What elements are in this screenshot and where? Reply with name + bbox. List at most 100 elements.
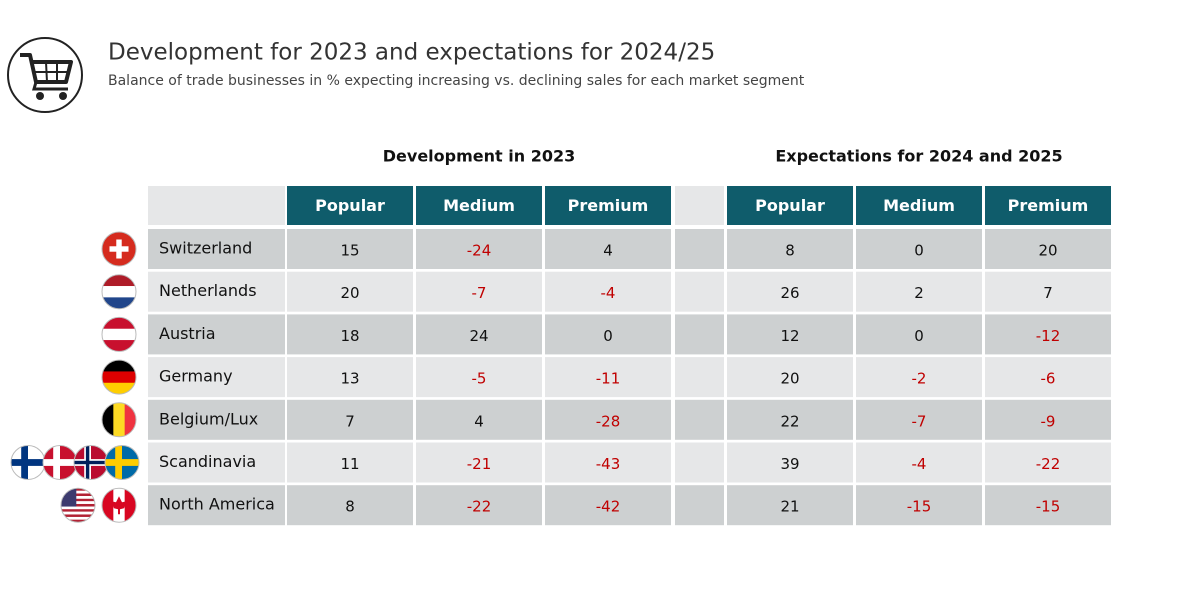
cell-value: 18	[340, 327, 359, 345]
cell	[545, 485, 671, 526]
row-label-cell	[148, 442, 285, 483]
cell	[727, 357, 853, 398]
column-header: Popular	[755, 196, 825, 215]
row-label-cell	[148, 229, 285, 269]
flag	[102, 274, 136, 309]
gap-cell	[675, 442, 724, 483]
column-header-cell	[856, 186, 982, 225]
column-header: Medium	[883, 196, 955, 215]
cell-value: 20	[780, 370, 799, 388]
cell-value: 11	[340, 455, 359, 473]
cell	[545, 357, 671, 398]
cell-value: 21	[780, 498, 799, 516]
cell-value: -24	[467, 242, 492, 260]
cell-value: -21	[467, 455, 492, 473]
cell-value: 13	[340, 370, 359, 388]
cell	[416, 357, 542, 398]
cell-value: -6	[1041, 370, 1056, 388]
cell-value: -15	[1036, 498, 1061, 516]
cell-value: 7	[345, 412, 355, 430]
cell-value: -7	[912, 412, 927, 430]
flag	[102, 488, 136, 523]
column-header: Medium	[443, 196, 515, 215]
cell	[727, 229, 853, 269]
cell-value: -9	[1041, 412, 1056, 430]
cell	[416, 314, 542, 355]
row-label-cell	[148, 357, 285, 398]
cell	[416, 442, 542, 483]
row-label: Austria	[159, 324, 216, 343]
cell	[856, 271, 982, 312]
gap-cell	[675, 314, 724, 355]
cell-value: -11	[596, 370, 621, 388]
row-label-cell	[148, 314, 285, 355]
flag	[74, 445, 108, 480]
cell	[856, 314, 982, 355]
cell-value: 12	[780, 327, 799, 345]
flag	[102, 317, 136, 352]
row-label: Scandinavia	[159, 452, 256, 471]
cell	[985, 442, 1111, 483]
row-label-cell	[148, 271, 285, 312]
cell-value: 0	[603, 327, 613, 345]
row-label: Belgium/Lux	[159, 409, 258, 428]
cell-value: 4	[603, 242, 613, 260]
cell	[416, 485, 542, 526]
flag	[61, 488, 95, 523]
cell-value: 8	[345, 498, 355, 516]
flag	[105, 445, 139, 480]
cell-value: -22	[467, 498, 492, 516]
cell	[287, 399, 413, 440]
subtitle: Balance of trade businesses in % expecti…	[108, 73, 805, 89]
row-label: Germany	[159, 367, 233, 386]
cell	[856, 357, 982, 398]
gap-cell	[675, 357, 724, 398]
flag	[102, 402, 136, 437]
cell-value: 39	[780, 455, 799, 473]
column-header: Premium	[568, 196, 649, 215]
cell-value: 24	[469, 327, 488, 345]
cell-value: -28	[596, 412, 621, 430]
cell	[727, 485, 853, 526]
gap-cell	[675, 229, 724, 269]
cell	[287, 229, 413, 269]
cell	[545, 229, 671, 269]
column-header-cell	[727, 186, 853, 225]
cell-value: -43	[596, 455, 621, 473]
flag	[102, 360, 136, 395]
cell	[985, 271, 1111, 312]
column-header-cell	[416, 186, 542, 225]
cell	[416, 271, 542, 312]
cell-value: -2	[912, 370, 927, 388]
column-header: Premium	[1008, 196, 1089, 215]
cell	[416, 229, 542, 269]
cell-value: 15	[340, 242, 359, 260]
column-header-cell	[985, 186, 1111, 225]
header-gap	[675, 186, 724, 225]
cell	[985, 399, 1111, 440]
cell	[287, 357, 413, 398]
cell-value: -42	[596, 498, 621, 516]
cell	[545, 399, 671, 440]
flag	[102, 232, 136, 266]
header-blank	[148, 186, 285, 225]
cell	[856, 399, 982, 440]
group-heading: Development in 2023	[383, 147, 575, 166]
column-header-cell	[287, 186, 413, 225]
gap-cell	[675, 399, 724, 440]
cell-value: 2	[914, 284, 924, 302]
cell	[856, 442, 982, 483]
row-label: Netherlands	[159, 281, 257, 300]
cell-value: 22	[780, 412, 799, 430]
flag	[11, 445, 45, 480]
cell-value: -15	[907, 498, 932, 516]
title: Development for 2023 and expectations fo…	[108, 40, 715, 66]
cell	[856, 485, 982, 526]
cell-value: 7	[1043, 284, 1053, 302]
cell	[416, 399, 542, 440]
cell-value: 0	[914, 327, 924, 345]
cell	[287, 314, 413, 355]
cell-value: 20	[1038, 242, 1057, 260]
gap-cell	[675, 271, 724, 312]
